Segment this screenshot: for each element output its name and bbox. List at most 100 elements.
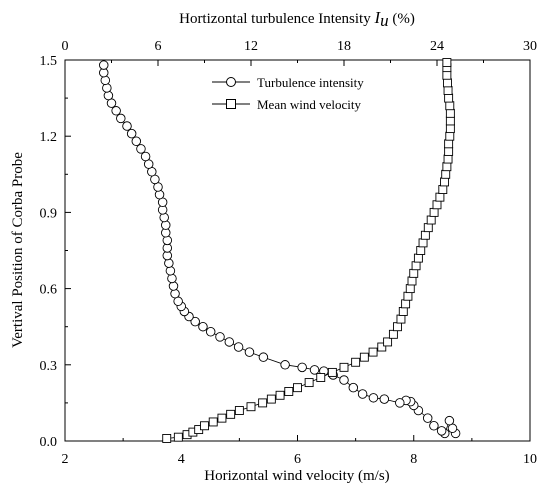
top-tick-label: 30 xyxy=(523,39,537,54)
velocity-point xyxy=(426,215,436,225)
velocity-point xyxy=(411,261,421,271)
bottom-tick-label: 6 xyxy=(294,452,301,467)
velocity-point xyxy=(445,101,455,111)
velocity-point xyxy=(258,398,268,408)
top-tick-label: 18 xyxy=(337,39,351,54)
velocity-point xyxy=(234,406,244,415)
velocity-point xyxy=(304,378,314,388)
top-tick-label: 6 xyxy=(155,39,162,54)
left-axis-ticks: 0.0 0.3 0.6 0.9 1.2 1.5 xyxy=(40,54,71,450)
top-tick-label: 24 xyxy=(430,39,444,54)
velocity-point xyxy=(413,253,423,263)
velocity-point xyxy=(416,246,426,255)
turbulence-point xyxy=(122,121,132,131)
velocity-point xyxy=(435,192,445,202)
turbulence-point xyxy=(444,415,455,426)
velocity-point xyxy=(246,402,256,412)
left-tick-label: 0.0 xyxy=(40,435,58,450)
velocity-point xyxy=(396,314,406,324)
velocity-point xyxy=(327,367,337,377)
velocity-point xyxy=(444,146,454,156)
legend-marker-square xyxy=(226,99,236,109)
turbulence-point xyxy=(154,189,165,200)
top-axis-title-subscript: u xyxy=(380,11,389,30)
turbulence-point xyxy=(136,144,146,154)
legend-label-velocity: Mean wind velocity xyxy=(257,97,361,112)
velocity-point xyxy=(405,284,415,294)
turbulence-point xyxy=(379,394,390,404)
turbulence-point xyxy=(357,389,368,399)
turbulence-point xyxy=(190,316,200,327)
turbulence-point xyxy=(280,360,290,370)
turbulence-point xyxy=(167,273,177,284)
turbulence-point xyxy=(103,90,114,101)
velocity-point xyxy=(407,276,417,286)
turbulence-point xyxy=(140,151,151,162)
velocity-point xyxy=(200,421,209,431)
velocity-point xyxy=(443,78,452,88)
left-tick-label: 0.9 xyxy=(40,206,58,221)
bottom-tick-label: 8 xyxy=(410,452,417,467)
velocity-point xyxy=(432,200,442,210)
turbulence-point xyxy=(160,220,171,230)
velocity-point xyxy=(438,185,448,194)
top-tick-label: 0 xyxy=(62,39,69,54)
velocity-point xyxy=(208,417,218,427)
velocity-point xyxy=(383,337,393,347)
velocity-point xyxy=(162,434,172,443)
velocity-point xyxy=(388,329,398,339)
velocity-point xyxy=(443,86,453,95)
turbulence-point xyxy=(170,288,180,299)
turbulence-point xyxy=(258,352,269,362)
left-axis-title: Vertival Position of Corba Probe xyxy=(10,152,26,348)
velocity-point xyxy=(443,154,453,164)
turbulence-point xyxy=(395,398,405,408)
turbulence-point xyxy=(98,60,109,70)
turbulence-point xyxy=(348,382,359,393)
velocity-point xyxy=(339,362,349,372)
turbulence-point xyxy=(422,413,433,423)
turbulence-point xyxy=(131,136,142,147)
velocity-point xyxy=(393,322,402,332)
velocity-point xyxy=(409,268,419,278)
velocity-point xyxy=(403,291,413,301)
top-axis-ticks: 0 6 12 18 24 30 xyxy=(62,39,537,66)
top-axis-title-symbol: I xyxy=(373,8,381,27)
turbulence-point xyxy=(429,421,439,431)
velocity-point xyxy=(445,131,455,141)
velocity-point xyxy=(316,373,326,382)
velocity-point xyxy=(418,238,428,248)
bottom-tick-label: 10 xyxy=(523,452,537,467)
velocity-point xyxy=(293,383,302,393)
velocity-point xyxy=(420,230,430,240)
velocity-point xyxy=(266,394,276,404)
top-axis-title-prefix: Hortizontal turbulence Intensity xyxy=(179,11,374,27)
turbulence-point xyxy=(233,342,244,352)
velocity-point xyxy=(368,347,378,357)
velocity-point xyxy=(401,299,411,309)
left-tick-label: 0.6 xyxy=(40,283,58,298)
turbulence-point xyxy=(111,106,121,116)
velocity-point xyxy=(217,413,227,423)
turbulence-point xyxy=(436,426,447,436)
turbulence-point xyxy=(339,375,349,385)
bottom-axis-ticks: 2 4 6 8 10 xyxy=(62,435,537,467)
velocity-point xyxy=(351,357,361,367)
velocity-point xyxy=(441,169,451,179)
legend: Turbulence intensity Mean wind velocity xyxy=(212,75,364,112)
turbulence-point xyxy=(165,266,176,276)
turbulence-point xyxy=(116,113,126,124)
turbulence-point xyxy=(215,332,225,342)
legend-label-turbulence: Turbulence intensity xyxy=(257,75,364,90)
velocity-point xyxy=(442,70,452,80)
series-markers xyxy=(98,58,461,443)
bottom-tick-label: 2 xyxy=(62,452,69,467)
turbulence-point xyxy=(309,365,320,375)
velocity-point xyxy=(423,223,433,233)
turbulence-point xyxy=(205,327,216,337)
turbulence-point xyxy=(164,258,174,268)
turbulence-point xyxy=(297,362,307,373)
turbulence-point xyxy=(102,83,112,93)
velocity-point xyxy=(275,390,285,400)
